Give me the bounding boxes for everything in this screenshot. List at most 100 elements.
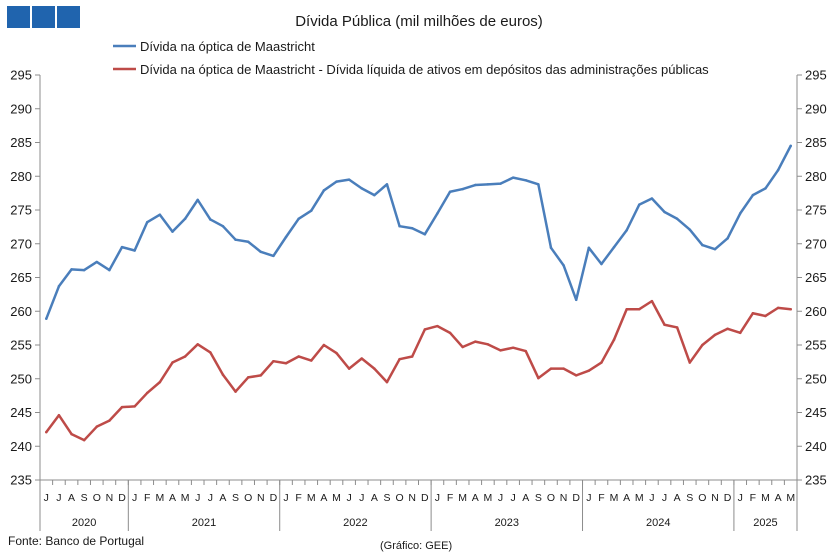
data-point-maastricht-debt — [70, 268, 73, 271]
y-tick-label-right: 270 — [805, 236, 827, 251]
y-tick-label-left: 270 — [10, 236, 32, 251]
y-tick-label-left: 275 — [10, 203, 32, 218]
data-point-maastricht-debt — [448, 190, 452, 194]
x-tick-label-month: O — [93, 492, 101, 504]
x-tick-label-month: N — [560, 492, 568, 504]
data-point-maastricht-debt — [751, 193, 755, 197]
data-point-maastricht-debt — [385, 183, 389, 186]
data-point-maastricht-debt — [688, 228, 692, 231]
x-tick-label-month: F — [598, 492, 604, 504]
data-point-maastricht-debt — [600, 262, 603, 266]
y-tick-label-right: 275 — [805, 203, 827, 218]
data-point-maastricht-debt — [574, 298, 578, 302]
x-tick-label-month: A — [674, 492, 681, 504]
data-point-net-debt — [196, 343, 199, 346]
data-point-net-debt — [234, 390, 237, 393]
data-point-net-debt — [322, 343, 326, 347]
y-tick-label-left: 255 — [10, 338, 32, 353]
data-point-maastricht-debt — [524, 179, 527, 182]
y-tick-label-left: 250 — [10, 371, 32, 386]
x-tick-label-month: F — [144, 492, 150, 504]
data-point-net-debt — [562, 367, 565, 370]
data-point-maastricht-debt — [738, 212, 742, 215]
data-point-net-debt — [335, 351, 338, 355]
x-tick-label-month: D — [724, 492, 732, 504]
chart-title: Dívida Pública (mil milhões de euros) — [295, 13, 543, 30]
x-tick-label-month: M — [635, 492, 644, 504]
series-line-net-debt — [45, 299, 792, 442]
x-tick-label-month: J — [283, 492, 288, 504]
data-point-maastricht-debt — [45, 317, 48, 320]
x-tick-label-month: F — [447, 492, 453, 504]
x-tick-label-month: M — [484, 492, 493, 504]
y-tick-label-left: 285 — [10, 135, 32, 150]
y-tick-label-right: 285 — [805, 135, 827, 150]
legend-label-net-debt: Dívida na óptica de Maastricht - Dívida … — [140, 62, 709, 77]
x-tick-label-month: D — [270, 492, 278, 504]
x-tick-label-month: D — [572, 492, 580, 504]
x-tick-label-month: M — [332, 492, 341, 504]
y-tick-label-left: 235 — [10, 473, 32, 488]
data-point-net-debt — [347, 367, 351, 370]
data-point-maastricht-debt — [335, 180, 338, 183]
logo-square — [57, 6, 80, 28]
x-tick-label-month: A — [775, 492, 782, 504]
y-tick-label-left: 240 — [10, 439, 32, 454]
data-point-net-debt — [95, 425, 99, 428]
x-tick-label-month: N — [408, 492, 416, 504]
data-point-net-debt — [650, 299, 654, 303]
data-point-maastricht-debt — [726, 237, 729, 240]
data-point-maastricht-debt — [145, 220, 149, 224]
x-tick-label-month: J — [346, 492, 351, 504]
data-point-net-debt — [183, 355, 187, 358]
y-tick-label-left: 295 — [10, 68, 32, 83]
data-point-net-debt — [537, 376, 540, 380]
data-point-maastricht-debt — [171, 230, 174, 233]
data-point-maastricht-debt — [764, 187, 767, 190]
data-point-maastricht-debt — [297, 217, 300, 221]
data-point-net-debt — [360, 357, 363, 360]
data-point-maastricht-debt — [360, 187, 363, 190]
data-point-maastricht-debt — [675, 217, 679, 221]
data-point-net-debt — [284, 361, 288, 365]
data-point-maastricht-debt — [663, 210, 666, 214]
x-tick-label-month: A — [68, 492, 75, 504]
x-tick-label-month: N — [106, 492, 114, 504]
data-point-net-debt — [423, 328, 427, 331]
x-tick-label-month: M — [761, 492, 770, 504]
y-tick-label-right: 245 — [805, 405, 827, 420]
x-tick-label-month: N — [257, 492, 265, 504]
data-point-net-debt — [486, 343, 490, 346]
data-point-net-debt — [82, 438, 86, 442]
y-tick-label-right: 290 — [805, 101, 827, 116]
x-tick-label-month: J — [586, 492, 591, 504]
legend-label-maastricht-debt: Dívida na óptica de Maastricht — [140, 39, 315, 54]
y-tick-label-right: 280 — [805, 169, 827, 184]
data-point-net-debt — [448, 331, 452, 335]
data-point-net-debt — [726, 327, 729, 331]
x-tick-label-month: A — [320, 492, 327, 504]
data-point-net-debt — [373, 367, 376, 370]
x-tick-label-month: J — [359, 492, 364, 504]
data-point-maastricht-debt — [347, 178, 351, 181]
data-point-maastricht-debt — [612, 245, 616, 249]
data-point-net-debt — [70, 432, 73, 436]
x-tick-label-month: M — [181, 492, 190, 504]
data-point-net-debt — [158, 380, 162, 384]
data-point-net-debt — [410, 355, 414, 358]
data-point-maastricht-debt — [461, 187, 464, 191]
data-point-maastricht-debt — [423, 233, 427, 236]
x-tick-label-month: J — [44, 492, 49, 504]
data-point-net-debt — [209, 351, 212, 354]
x-tick-label-year: 2024 — [646, 517, 670, 529]
data-point-maastricht-debt — [57, 285, 61, 288]
x-tick-label-month: A — [169, 492, 176, 504]
y-tick-label-right: 240 — [805, 439, 827, 454]
data-point-maastricht-debt — [158, 213, 162, 216]
x-tick-label-month: S — [81, 492, 88, 504]
x-tick-label-month: S — [383, 492, 390, 504]
data-point-maastricht-debt — [549, 246, 553, 250]
x-tick-label-month: O — [244, 492, 252, 504]
